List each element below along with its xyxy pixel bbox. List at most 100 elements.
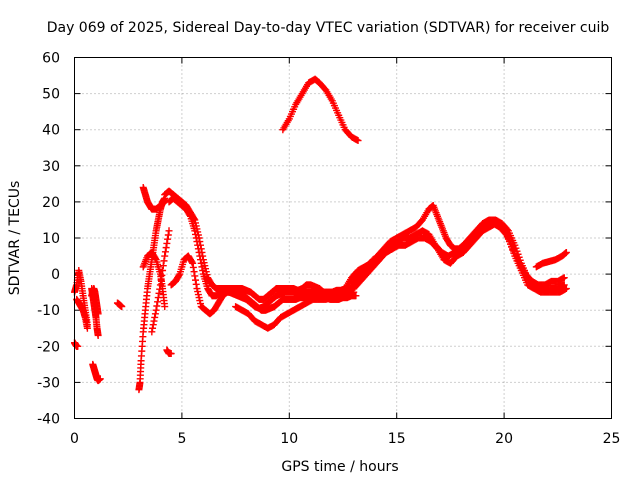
data-point	[197, 259, 205, 267]
data-point	[151, 310, 159, 318]
x-axis-label: GPS time / hours	[281, 459, 398, 475]
data-point	[154, 294, 162, 302]
data-point	[152, 306, 160, 314]
data-point	[186, 211, 194, 219]
data-point	[161, 248, 169, 256]
series-track-b	[73, 295, 91, 332]
y-tick-label: 60	[42, 51, 60, 67]
x-tick-label: 20	[495, 431, 513, 447]
y-tick-label: -30	[37, 375, 60, 391]
series-track-c	[71, 339, 82, 350]
data-point	[94, 310, 102, 318]
series-track-e	[88, 285, 102, 318]
data-point	[190, 268, 198, 276]
data-point	[164, 231, 172, 239]
series-track-f	[89, 360, 104, 385]
data-point	[193, 238, 201, 246]
data-point	[159, 266, 167, 274]
data-point	[155, 289, 163, 297]
y-tick-label: -40	[37, 412, 60, 428]
data-point	[158, 271, 166, 279]
data-point	[161, 303, 169, 311]
data-point	[149, 324, 157, 332]
series-track-o	[167, 252, 360, 318]
x-tick-labels: 0 5 10 15 20 25	[70, 431, 620, 447]
data-point	[148, 328, 156, 336]
series-track-n	[165, 194, 358, 312]
series-track-g	[113, 299, 126, 311]
x-tick-label: 15	[388, 431, 406, 447]
y-tick-label: 10	[42, 231, 60, 247]
data-point	[562, 285, 570, 293]
data-point	[163, 239, 171, 247]
data-point	[167, 350, 175, 358]
data-point	[154, 298, 162, 306]
data-point	[151, 313, 159, 321]
data-point	[198, 263, 206, 271]
data-point	[165, 227, 173, 235]
series-track-m	[161, 187, 358, 303]
data-point	[192, 280, 200, 288]
series-track-j	[139, 248, 169, 311]
data-point	[560, 274, 568, 282]
data-point	[197, 256, 205, 264]
y-tick-label: 20	[42, 195, 60, 211]
data-point	[354, 137, 362, 145]
mark-layer	[71, 75, 570, 394]
data-point	[161, 252, 169, 260]
series-track-l	[163, 346, 175, 358]
data-point	[388, 245, 396, 253]
y-tick-labels: -40 -30 -20 -10 0 10 20 30 40 50 60	[37, 51, 60, 428]
data-point	[189, 259, 197, 267]
x-tick-label: 25	[603, 431, 621, 447]
data-point	[162, 244, 170, 252]
series-track-i	[139, 183, 169, 213]
data-point	[94, 331, 102, 339]
data-point	[149, 321, 157, 329]
data-point	[83, 324, 91, 332]
series-track-p	[232, 202, 568, 332]
chart-title: Day 069 of 2025, Sidereal Day-to-day VTE…	[47, 20, 610, 36]
data-point	[194, 241, 202, 249]
x-tick-label: 0	[70, 431, 79, 447]
data-point	[191, 227, 199, 235]
series-track-s	[350, 245, 396, 285]
data-point	[151, 254, 159, 262]
data-point	[562, 248, 570, 256]
data-point	[74, 342, 82, 350]
data-point	[189, 263, 197, 271]
data-point	[156, 285, 164, 293]
series-track-h	[135, 194, 169, 394]
y-tick-label: 30	[42, 159, 60, 175]
data-point	[194, 245, 202, 253]
data-point	[118, 303, 126, 311]
data-point	[175, 271, 183, 279]
data-point	[192, 234, 200, 242]
data-point	[150, 317, 158, 325]
data-point	[195, 248, 203, 256]
data-point	[159, 262, 167, 270]
series-track-u	[279, 75, 362, 145]
data-point	[96, 375, 104, 383]
data-point	[196, 252, 204, 260]
data-point	[199, 266, 207, 274]
data-point	[352, 292, 360, 300]
data-point	[191, 272, 199, 280]
y-tick-label: -20	[37, 339, 60, 355]
y-tick-label: 0	[51, 267, 60, 283]
data-point	[157, 276, 165, 284]
data-point	[156, 281, 164, 289]
data-point	[153, 302, 161, 310]
series-track-t	[532, 248, 570, 271]
series-track-k	[148, 227, 173, 336]
data-point	[164, 235, 172, 243]
x-tick-label: 5	[177, 431, 186, 447]
data-point	[188, 258, 196, 266]
y-tick-label: 40	[42, 123, 60, 139]
plot-frame	[74, 57, 612, 419]
y-axis-label: SDTVAR / TECUs	[7, 181, 23, 296]
data-point	[192, 276, 200, 284]
y-tick-label: 50	[42, 87, 60, 103]
x-tick-label: 10	[280, 431, 298, 447]
